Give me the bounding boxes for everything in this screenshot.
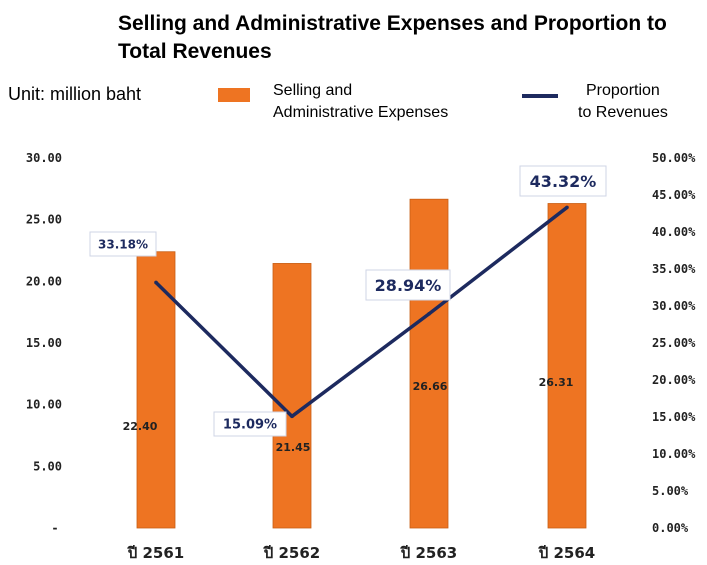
x-tick-label: ปี 2561: [127, 544, 184, 562]
x-tick-label: ปี 2564: [538, 544, 595, 562]
y-right-tick-label: 20.00%: [652, 373, 696, 387]
line-point: [427, 312, 431, 316]
legend-bar-label: Selling and Administrative Expenses: [273, 80, 448, 124]
legend-line-label-line2: to Revenues: [578, 104, 668, 121]
y-right-tick-label: 5.00%: [652, 484, 689, 498]
y-left-tick-label: 15.00: [26, 336, 62, 350]
y-right-tick-label: 50.00%: [652, 151, 696, 165]
legend-bar-label-line1: Selling and: [273, 82, 353, 99]
y-left-tick-label: 10.00: [26, 398, 62, 412]
bar-value-label: 26.66: [413, 380, 448, 393]
unit-label: Unit: million baht: [8, 84, 142, 104]
line-value-label: 43.32%: [530, 172, 597, 191]
line-label-box: [89, 231, 157, 257]
legend-line-swatch: [522, 94, 558, 98]
y-right-tick-label: 35.00%: [652, 262, 696, 276]
bar-value-label: 26.31: [539, 376, 574, 389]
x-tick-label: ปี 2563: [400, 544, 457, 562]
y-right-tick-label: 15.00%: [652, 410, 696, 424]
bar: [547, 203, 587, 529]
y-left-tick-label: 30.00: [26, 151, 62, 165]
y-left-tick-label: 5.00: [33, 459, 62, 473]
y-right-tick-label: 0.00%: [652, 521, 689, 535]
legend-line-label: Proportion to Revenues: [578, 80, 668, 124]
line-point: [290, 414, 294, 419]
y-right-tick-label: 40.00%: [652, 225, 696, 239]
line-value-label: 28.94%: [375, 276, 442, 295]
chart-title: Selling and Administrative Expenses and …: [118, 12, 667, 63]
y-left-tick-label: 20.00: [26, 274, 62, 288]
series-line-proportion: [154, 206, 569, 419]
bar: [409, 198, 449, 529]
line-label-box: [365, 269, 451, 301]
line-label-box: [213, 411, 287, 437]
y-right-tick-label: 30.00%: [652, 299, 696, 313]
bar-value-label: 21.45: [276, 441, 311, 454]
bar: [272, 263, 312, 529]
y-left-tick-label: 25.00: [26, 213, 62, 227]
y-right-tick-label: 10.00%: [652, 447, 696, 461]
legend-bar-swatch: [218, 88, 250, 102]
y-left-tick-label: -: [51, 521, 58, 535]
y-right-tick-label: 45.00%: [652, 188, 696, 202]
bar-value-label: 22.40: [123, 420, 158, 433]
line-value-label: 33.18%: [98, 237, 148, 251]
line-value-label: 15.09%: [223, 418, 277, 433]
legend-line-label-line1: Proportion: [586, 82, 660, 99]
line-point: [154, 280, 158, 285]
x-tick-label: ปี 2562: [263, 544, 320, 562]
line-label-box: [519, 165, 607, 197]
legend-bar-label-line2: Administrative Expenses: [273, 104, 449, 121]
line-point: [565, 205, 569, 210]
y-right-tick-label: 25.00%: [652, 336, 696, 350]
